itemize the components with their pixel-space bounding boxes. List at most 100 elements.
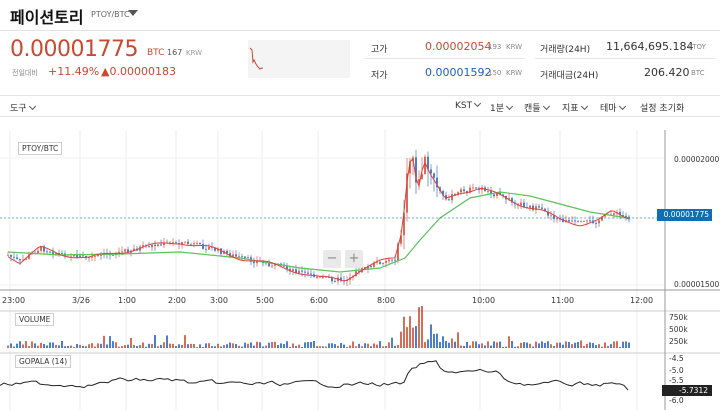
volume-bar (202, 346, 204, 348)
candle-body (406, 173, 408, 213)
current-price: 0.00001775 (10, 37, 138, 62)
volume-bar (283, 344, 285, 348)
candle-body (199, 242, 201, 244)
volume-bar (520, 342, 522, 348)
candle-body (235, 254, 237, 257)
gopala-line (0, 360, 629, 391)
candle-body (373, 262, 375, 267)
candle-body (208, 246, 210, 250)
volume-bar (379, 341, 381, 348)
timezone-menu[interactable]: KST (455, 99, 482, 111)
volume-bar (424, 342, 426, 348)
volume-bar (109, 336, 111, 348)
candle-body (490, 191, 492, 195)
volume-bar (217, 343, 219, 348)
volume-bar (388, 342, 390, 348)
candle-body (409, 161, 411, 174)
volume-bar (583, 345, 585, 348)
candle-body (367, 265, 369, 269)
volume-bar (181, 344, 183, 348)
volume-bar (367, 343, 369, 348)
volume-bar (85, 346, 87, 348)
volume-bar (175, 346, 177, 348)
volume-bar (13, 346, 15, 348)
interval-menu[interactable]: 1분 (490, 101, 514, 114)
volume-bar (610, 344, 612, 348)
candle-body (247, 257, 249, 259)
candle-body (7, 254, 9, 256)
candle-body (121, 251, 123, 253)
candle-body (61, 253, 63, 254)
reset-settings-button[interactable]: 설정 초기화 (640, 104, 685, 114)
time-axis-label: 6:00 (310, 296, 328, 305)
volume-bar (547, 341, 549, 348)
volume-bar (553, 346, 555, 348)
candle-body (196, 242, 198, 244)
volume-bar (115, 342, 117, 348)
volume-bar (100, 343, 102, 348)
indicator-menu[interactable]: 지표 (562, 101, 588, 114)
volume-axis-label: 750k (669, 313, 688, 322)
candle-body (496, 192, 498, 197)
volume-bar (211, 346, 213, 348)
volume-bar (535, 341, 537, 348)
volume-bar (469, 345, 471, 348)
volume-bar (406, 327, 408, 348)
amount-24h-value: 206.420 (644, 66, 690, 79)
candle-body (511, 198, 513, 203)
candle-body (487, 191, 489, 192)
theme-menu[interactable]: 테마 (600, 101, 626, 114)
tools-menu[interactable]: 도구 (10, 101, 36, 114)
volume-bar (316, 346, 318, 348)
volume-bar (328, 343, 330, 348)
candle-menu[interactable]: 캔들 (524, 101, 550, 114)
price-chart[interactable] (0, 130, 720, 410)
chevron-down-icon (580, 102, 588, 111)
candle-body (427, 156, 429, 170)
candle-body (322, 276, 324, 278)
candle-body (154, 244, 156, 246)
volume-bar (31, 341, 33, 348)
candle-body (298, 270, 300, 274)
volume-bar (271, 341, 273, 348)
volume-bar (160, 344, 162, 348)
candle-body (586, 220, 588, 222)
timezone-label: KST (455, 101, 473, 111)
volume-bar (508, 336, 510, 348)
krw-value: 167 (167, 48, 183, 57)
stats-divider (365, 58, 525, 59)
candle-label: 캔들 (524, 104, 541, 114)
pair-dropdown-icon[interactable] (128, 10, 138, 16)
candle-body (622, 215, 624, 216)
volume-bar (541, 341, 543, 348)
volume-24h-label: 거래량(24H) (540, 45, 591, 55)
price-axis-label: 0.00002000 (674, 155, 720, 164)
candle-body (232, 254, 234, 257)
volume-bar (595, 345, 597, 348)
volume-bar (304, 342, 306, 348)
candle-body (19, 258, 21, 261)
volume-bar (124, 345, 126, 348)
volume-bar (88, 344, 90, 348)
zoom-in-button[interactable]: + (345, 250, 363, 268)
low-label: 저가 (371, 71, 388, 81)
candle-body (118, 251, 120, 254)
volume-bar (103, 335, 105, 348)
volume-bar (187, 344, 189, 348)
candle-body (583, 221, 585, 223)
volume-bar (574, 342, 576, 348)
volume-bar (295, 345, 297, 348)
volume-bar (568, 342, 570, 348)
candle-body (46, 251, 48, 253)
volume-bar (10, 343, 12, 348)
volume-bar (358, 343, 360, 348)
volume-bar (499, 341, 501, 348)
zoom-out-button[interactable]: − (323, 250, 341, 268)
volume-bar (511, 341, 513, 348)
volume-axis-label: 250k (669, 337, 688, 346)
price-unit: BTC (147, 48, 165, 58)
volume-bar (289, 346, 291, 348)
candle-body (40, 246, 42, 251)
amount-24h-label: 거래대금(24H) (540, 71, 599, 81)
candle-body (82, 255, 84, 257)
